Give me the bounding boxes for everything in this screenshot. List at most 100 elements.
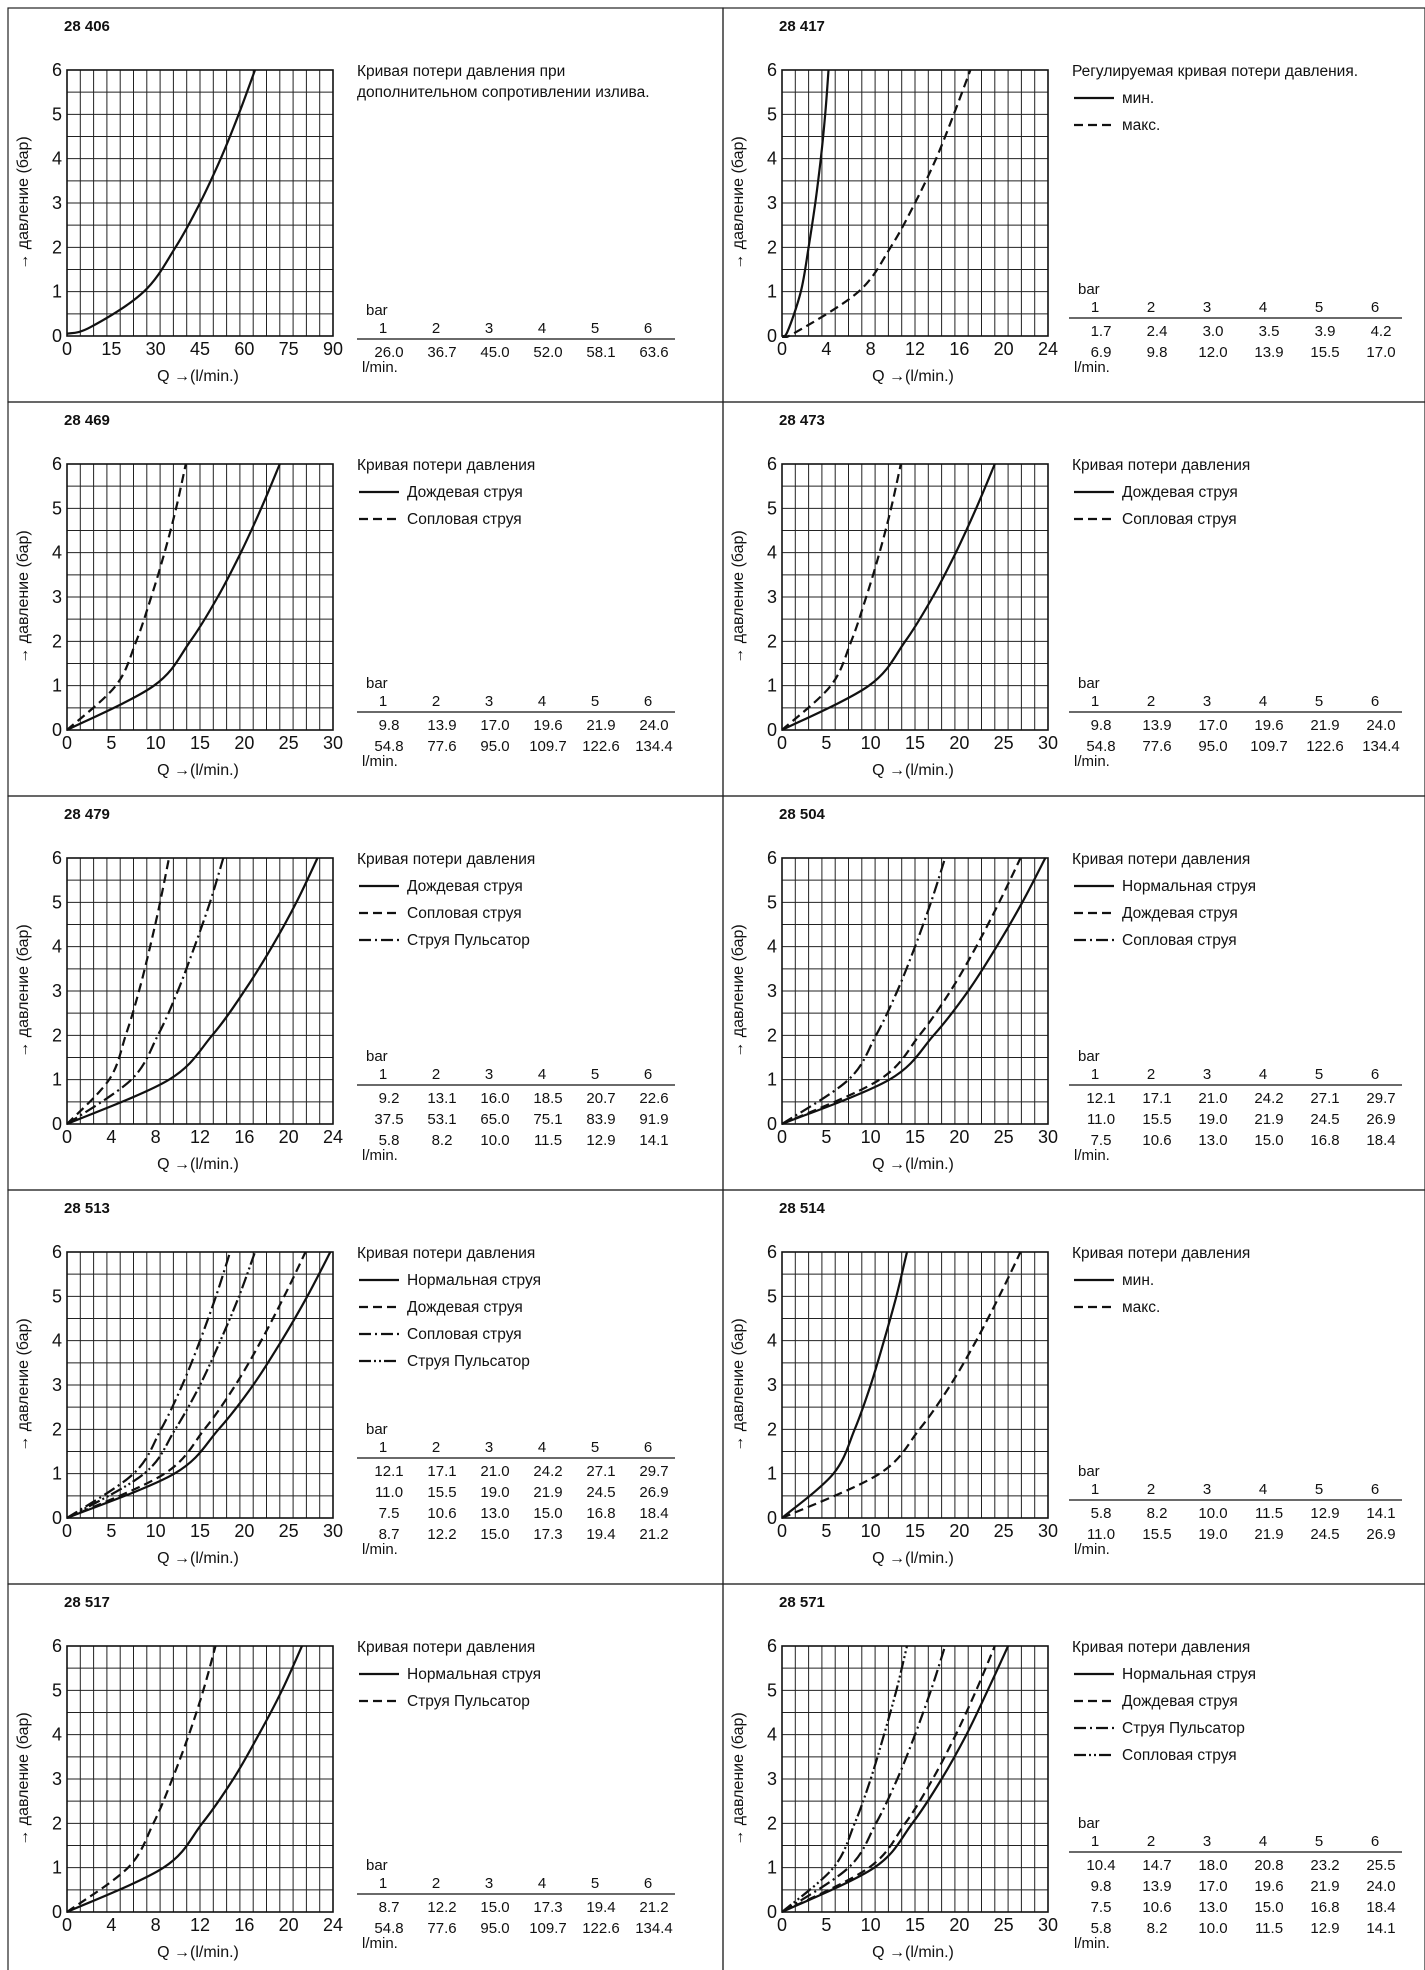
table-cell: 16.8	[1310, 1899, 1339, 1916]
panel-frame	[722, 1583, 1425, 1970]
table-column-header: 1	[1091, 693, 1099, 710]
y-tick-label: 6	[52, 1242, 62, 1262]
x-axis-label: Q →(l/min.)	[872, 1550, 954, 1567]
table-cell: 24.0	[639, 717, 668, 734]
x-tick-label: 8	[151, 1127, 161, 1147]
table-column-header: 1	[1091, 299, 1099, 316]
y-tick-label: 5	[767, 498, 777, 518]
table-cell: 52.0	[533, 344, 562, 361]
x-tick-label: 25	[279, 1521, 299, 1541]
y-tick-label: 3	[52, 587, 62, 607]
x-tick-label: 15	[101, 339, 121, 359]
y-tick-label: 5	[52, 1286, 62, 1306]
table-cell: 21.2	[639, 1899, 668, 1916]
y-tick-label: 6	[767, 1242, 777, 1262]
table-cell: 11.0	[375, 1484, 403, 1501]
table-unit-label: l/min.	[362, 1541, 398, 1558]
y-axis-label: → давление (бар)	[15, 136, 32, 269]
y-tick-label: 5	[767, 892, 777, 912]
y-tick-label: 2	[767, 237, 777, 257]
legend-entry: Сопловая струя	[407, 1326, 522, 1343]
y-axis-label: → давление (бар)	[730, 1318, 747, 1451]
legend-title: Кривая потери давления	[1072, 457, 1250, 474]
y-tick-label: 5	[52, 1680, 62, 1700]
product-id: 28 473	[779, 412, 825, 429]
table-column-header: 1	[1091, 1481, 1099, 1498]
legend-title: Кривая потери давления	[357, 1245, 535, 1262]
x-tick-label: 0	[777, 1915, 787, 1935]
y-tick-label: 1	[767, 282, 777, 302]
x-tick-label: 30	[146, 339, 166, 359]
table-cell: 26.9	[1366, 1526, 1395, 1543]
table-head-label: bar	[1078, 281, 1100, 298]
y-tick-label: 5	[767, 1286, 777, 1306]
plot-grid	[781, 857, 1049, 1125]
x-tick-label: 10	[861, 1127, 881, 1147]
table-column-header: 2	[1147, 1066, 1155, 1083]
y-tick-label: 0	[767, 326, 777, 346]
x-tick-label: 30	[1038, 733, 1058, 753]
x-tick-label: 10	[146, 1521, 166, 1541]
x-tick-label: 4	[821, 339, 831, 359]
table-cell: 11.5	[534, 1132, 562, 1149]
y-axis-label: → давление (бар)	[15, 1318, 32, 1451]
x-tick-label: 20	[279, 1127, 299, 1147]
table-cell: 17.3	[533, 1526, 562, 1543]
legend-entry: Сопловая струя	[1122, 511, 1237, 528]
y-tick-label: 0	[767, 1508, 777, 1528]
legend-title: Кривая потери давления при дополнительном…	[357, 63, 650, 101]
table-cell: 14.7	[1142, 1857, 1171, 1874]
table-unit-label: l/min.	[362, 1147, 398, 1164]
legend-title: Кривая потери давления	[357, 457, 535, 474]
y-tick-label: 3	[52, 1375, 62, 1395]
y-tick-label: 1	[52, 1858, 62, 1878]
table-cell: 15.0	[1254, 1899, 1283, 1916]
table-cell: 9.8	[379, 717, 400, 734]
table-cell: 19.6	[1254, 717, 1283, 734]
plot-frame	[66, 857, 334, 1125]
table-cell: 29.7	[1366, 1090, 1395, 1107]
x-tick-label: 0	[777, 733, 787, 753]
series-curves	[67, 1251, 332, 1520]
series-curves	[67, 1645, 303, 1913]
table-column-header: 2	[1147, 299, 1155, 316]
y-tick-label: 3	[52, 1769, 62, 1789]
x-axis-label: Q →(l/min.)	[157, 762, 239, 779]
x-tick-label: 0	[62, 1127, 72, 1147]
table-head-label: bar	[366, 1048, 388, 1065]
legend-entry: мин.	[1122, 90, 1154, 107]
series-curves	[67, 69, 257, 335]
table-cell: 15.5	[1142, 1111, 1171, 1128]
y-tick-label: 2	[52, 1813, 62, 1833]
table-cell: 15.5	[427, 1484, 456, 1501]
x-tick-label: 0	[777, 339, 787, 359]
table-cell: 15.0	[533, 1505, 562, 1522]
legend-entry: Струя Пульсатор	[407, 1693, 530, 1710]
x-tick-label: 90	[323, 339, 343, 359]
y-tick-label: 4	[52, 1725, 62, 1745]
series-line-dashdot	[67, 857, 225, 1125]
y-tick-label: 5	[52, 498, 62, 518]
table-cell: 14.1	[639, 1132, 668, 1149]
series-line-dash	[782, 1251, 1022, 1520]
product-id: 28 514	[779, 1200, 826, 1217]
table-cell: 95.0	[480, 1920, 509, 1937]
table-cell: 19.6	[533, 717, 562, 734]
table-column-header: 3	[485, 1439, 493, 1456]
table-unit-label: l/min.	[1074, 1541, 1110, 1558]
series-line-solid	[782, 463, 996, 731]
table-cell: 24.5	[586, 1484, 615, 1501]
product-id: 28 417	[779, 18, 825, 35]
table-cell: 122.6	[1306, 738, 1344, 755]
table-column-header: 5	[1315, 1481, 1323, 1498]
table-cell: 19.4	[586, 1526, 615, 1543]
table-cell: 122.6	[582, 738, 620, 755]
table-cell: 24.2	[533, 1463, 562, 1480]
y-tick-label: 5	[767, 104, 777, 124]
